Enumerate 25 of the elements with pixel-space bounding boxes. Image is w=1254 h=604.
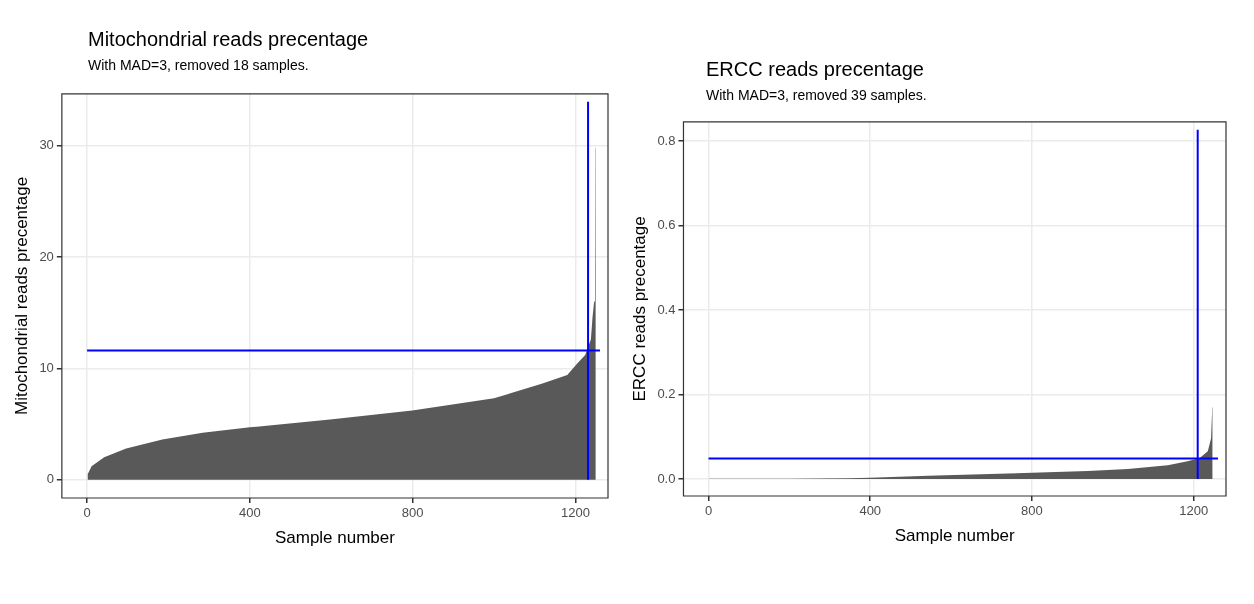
y-tick-label: 20 (39, 248, 54, 264)
y-tick-label: 30 (39, 137, 54, 153)
y-tick-label: 0 (46, 471, 54, 487)
chart-subtitle: With MAD=3, removed 18 samples. (88, 57, 310, 73)
x-tick-label: 0 (83, 505, 91, 521)
x-tick-label: 0 (704, 503, 713, 519)
y-tick-label: 0.4 (657, 301, 676, 317)
x-tick-label: 400 (859, 503, 882, 519)
x-tick-label: 1200 (1179, 503, 1209, 519)
y-tick-label: 10 (39, 359, 54, 375)
chart-subtitle: With MAD=3, removed 39 samples. (706, 87, 928, 103)
y-axis-title: ERCC reads precentage (629, 216, 649, 402)
x-tick-label: 400 (239, 505, 261, 521)
x-tick-label: 800 (1021, 503, 1043, 519)
chart-title: ERCC reads precentage (706, 58, 925, 81)
chart-title: Mitochondrial reads precentage (88, 28, 370, 51)
x-tick-label: 800 (401, 505, 424, 521)
y-tick-label: 0.8 (657, 132, 676, 148)
y-tick-label: 0.2 (657, 386, 676, 402)
x-tick-label: 1200 (560, 505, 590, 521)
y-tick-label: 0.0 (657, 470, 676, 486)
y-tick-label: 0.6 (657, 217, 676, 233)
x-axis-title: Sample number (274, 528, 396, 548)
y-axis-title: Mitochondrial reads precentage (11, 176, 31, 415)
x-axis-title: Sample number (894, 526, 1016, 546)
